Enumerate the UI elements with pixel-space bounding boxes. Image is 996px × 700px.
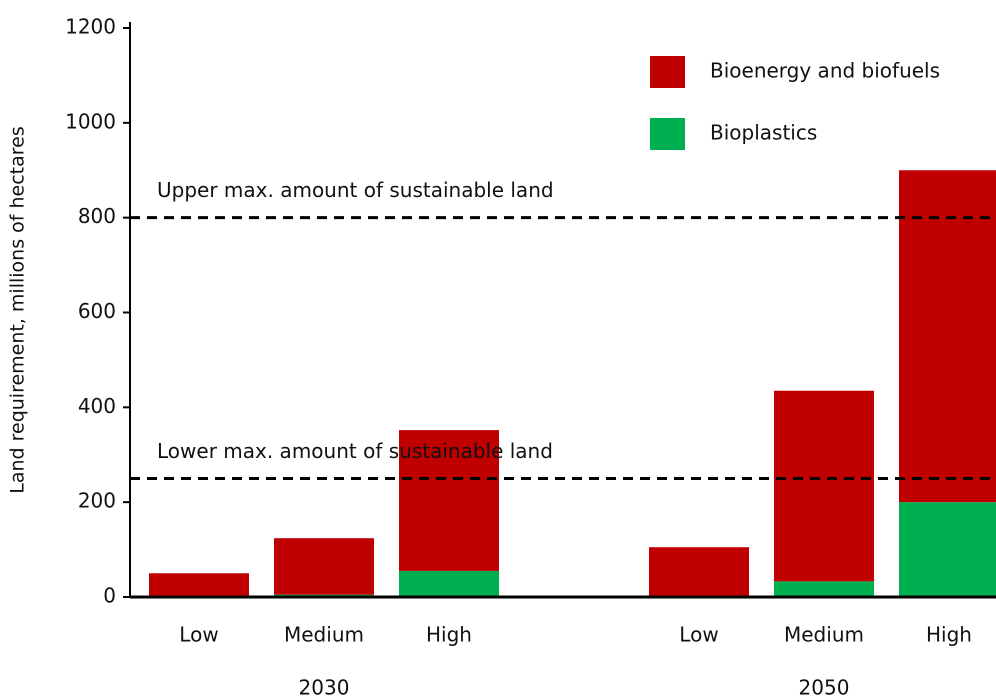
bar-segment [399, 570, 499, 597]
x-tick-label: High [926, 623, 972, 647]
bar-segment [774, 581, 874, 597]
x-tick-label: Medium [284, 623, 364, 647]
x-tick-label: Medium [784, 623, 864, 647]
legend-swatch [650, 56, 685, 88]
bar-segment [899, 502, 996, 597]
y-tick-label: 0 [103, 584, 116, 608]
x-tick-label: Low [179, 623, 218, 647]
y-tick-label: 200 [78, 489, 116, 513]
reference-label: Upper max. amount of sustainable land [157, 178, 554, 202]
reference-label: Lower max. amount of sustainable land [157, 439, 553, 463]
legend-label: Bioplastics [710, 121, 817, 145]
x-tick-label: High [426, 623, 472, 647]
y-axis-label: Land requirement, millions of hectares [7, 126, 29, 494]
group-label: 2050 [799, 676, 850, 700]
legend-swatch [650, 118, 685, 150]
bar-segment [774, 390, 874, 582]
y-tick-label: 1000 [65, 109, 116, 133]
y-tick-label: 1200 [65, 15, 116, 39]
bar-segment [899, 170, 996, 503]
bar-segment [399, 430, 499, 571]
bar-segment [649, 547, 749, 596]
legend-label: Bioenergy and biofuels [710, 59, 940, 83]
y-tick-label: 800 [78, 204, 116, 228]
bar-segment [274, 538, 374, 595]
y-tick-label: 400 [78, 394, 116, 418]
group-label: 2030 [299, 676, 350, 700]
bar-segment [149, 573, 249, 597]
y-tick-label: 600 [78, 299, 116, 323]
x-tick-label: Low [679, 623, 718, 647]
